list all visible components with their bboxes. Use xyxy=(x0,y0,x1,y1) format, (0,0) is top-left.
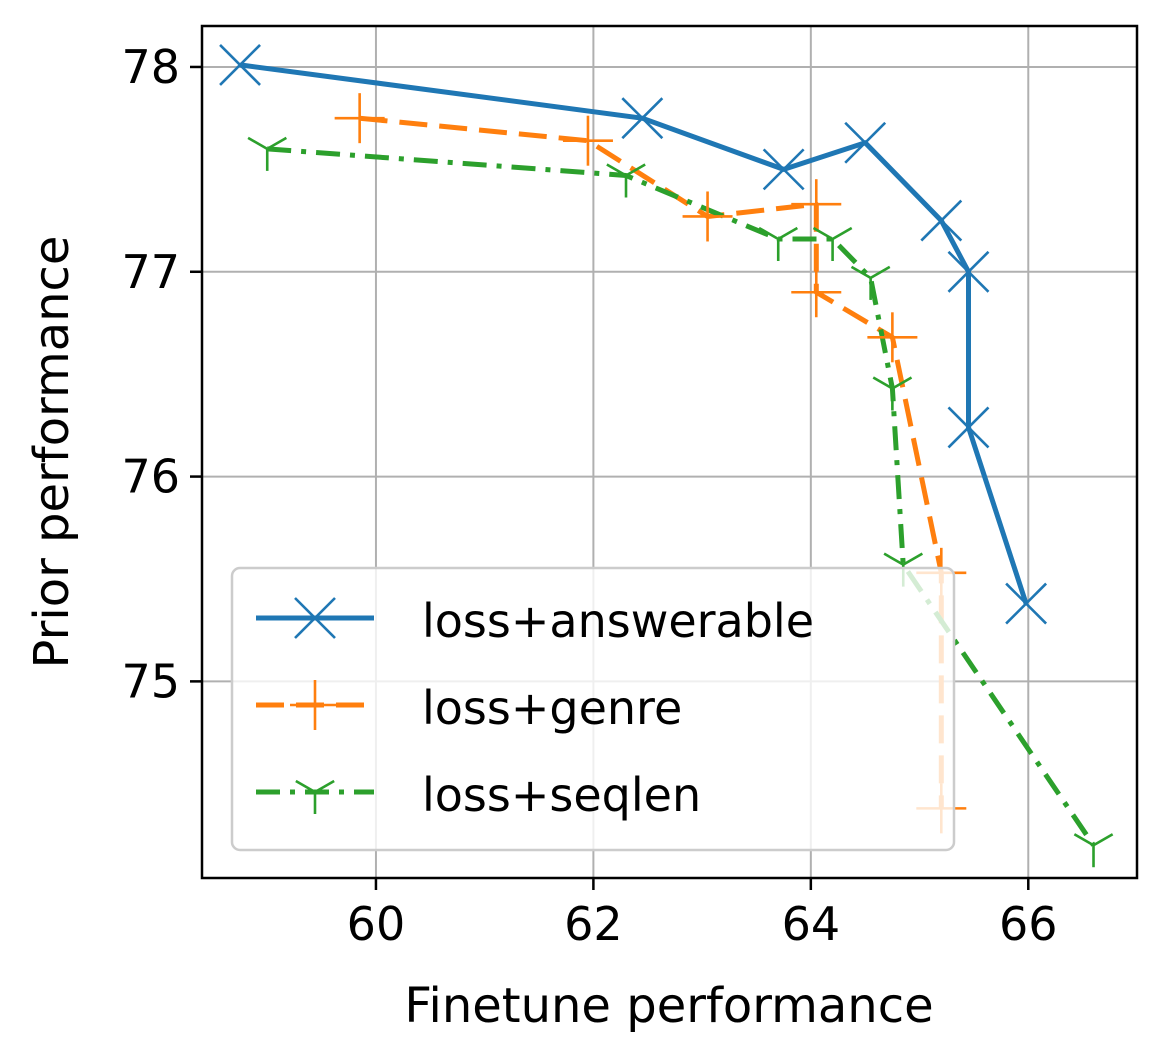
data-point-marker xyxy=(334,93,385,144)
data-point-marker xyxy=(791,179,842,230)
data-point-marker xyxy=(562,115,613,166)
data-point-marker xyxy=(682,191,733,242)
y-axis-label: Prior performance xyxy=(24,236,80,669)
x-tick-label: 60 xyxy=(347,897,406,951)
data-point-marker xyxy=(219,43,261,86)
legend-marker xyxy=(294,597,336,639)
legend-label-answerable: loss+answerable xyxy=(422,594,814,648)
data-point-marker xyxy=(844,121,887,164)
data-point-marker xyxy=(762,148,805,191)
series-line-2 xyxy=(267,146,1096,847)
axis-ticks: 60 62 64 66 75 76 77 78 xyxy=(121,40,1057,951)
data-point-marker xyxy=(621,97,664,140)
legend-box xyxy=(230,566,956,852)
y-tick-label: 76 xyxy=(121,450,180,504)
legend-label-seqlen: loss+seqlen xyxy=(422,768,701,822)
data-point-marker xyxy=(606,163,646,198)
data-point-marker xyxy=(1005,582,1048,625)
x-axis-label: Finetune performance xyxy=(404,978,933,1034)
data-point-marker xyxy=(791,267,842,318)
data-point-marker xyxy=(758,226,799,261)
legend-label-genre: loss+genre xyxy=(422,681,682,735)
data-point-marker xyxy=(947,406,990,449)
data-point-marker xyxy=(247,136,288,171)
legend-marker xyxy=(295,779,335,814)
series-lines xyxy=(239,62,1096,847)
y-tick-label: 77 xyxy=(121,245,180,299)
legend-marker xyxy=(290,680,340,730)
data-point-marker xyxy=(947,250,990,293)
series-line-1 xyxy=(359,115,944,809)
y-tick-label: 78 xyxy=(121,40,180,94)
legend-handles xyxy=(256,597,374,814)
data-point-marker xyxy=(850,265,891,300)
x-tick-label: 64 xyxy=(782,897,841,951)
legend: loss+answerable loss+genre loss+seqlen xyxy=(230,566,956,852)
data-point-marker xyxy=(872,376,913,411)
series-line-0 xyxy=(239,62,1029,605)
data-point-marker xyxy=(1073,833,1114,868)
data-point-marker xyxy=(812,226,853,261)
data-point-marker xyxy=(867,312,918,363)
data-point-marker xyxy=(920,199,963,242)
x-tick-label: 66 xyxy=(999,897,1058,951)
plot-frame xyxy=(200,24,1139,880)
x-tick-label: 62 xyxy=(564,897,623,951)
y-tick-label: 75 xyxy=(121,654,180,708)
